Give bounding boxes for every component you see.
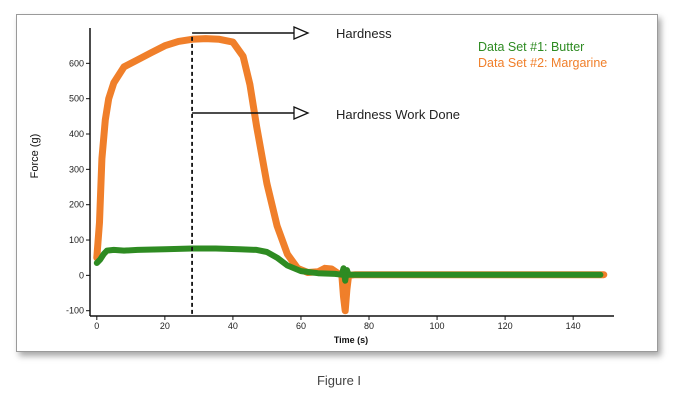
legend-entry-butter: Data Set #1: Butter: [478, 40, 584, 54]
data-point-butter: [366, 272, 372, 278]
data-point-margarine: [111, 80, 117, 86]
data-point-margarine: [230, 39, 236, 45]
data-point-butter: [502, 272, 508, 278]
annotation-arrowhead: [293, 26, 310, 40]
x-tick-label: 60: [296, 321, 306, 331]
data-point-butter: [274, 255, 280, 261]
x-axis-title: Time (s): [334, 335, 368, 345]
data-point-butter: [254, 247, 260, 253]
y-tick-label: 600: [69, 58, 84, 68]
data-point-margarine: [148, 50, 154, 56]
data-point-butter: [332, 271, 338, 277]
data-point-margarine: [264, 180, 270, 186]
data-point-butter: [346, 272, 352, 278]
series-line-margarine: [93, 35, 608, 315]
data-point-margarine: [344, 286, 350, 292]
data-point-margarine: [135, 57, 141, 63]
data-point-margarine: [254, 124, 260, 130]
data-point-margarine: [274, 223, 280, 229]
data-point-butter: [434, 272, 440, 278]
data-point-butter: [237, 246, 243, 252]
y-axis-title: Force (g): [29, 134, 41, 179]
annotation-hardness-work-done: Hardness Work Done: [336, 107, 460, 122]
data-point-butter: [342, 278, 348, 284]
y-tick-label: 100: [69, 235, 84, 245]
annotation-hardness: Hardness: [336, 26, 392, 41]
data-point-margarine: [284, 251, 290, 257]
data-point-butter: [101, 251, 107, 257]
annotation-arrowhead: [293, 106, 310, 120]
data-point-butter: [284, 262, 290, 268]
y-tick-label: 0: [79, 270, 84, 280]
data-point-butter: [298, 268, 304, 274]
data-point-margarine: [102, 117, 108, 123]
data-point-margarine: [340, 294, 346, 300]
data-point-margarine: [322, 265, 328, 271]
x-tick-label: 20: [160, 321, 170, 331]
data-point-margarine: [175, 38, 181, 44]
data-point-butter: [264, 249, 270, 255]
series-layer: [93, 35, 608, 315]
axes: -100 0 100 200 300 400 500 600 0 20 40 60 80 100 120 14…: [66, 28, 614, 331]
data-point-butter: [162, 246, 168, 252]
data-point-butter: [597, 272, 603, 278]
data-point-margarine: [216, 36, 222, 42]
data-point-margarine: [162, 43, 168, 49]
data-point-margarine: [247, 82, 253, 88]
y-tick-label: 300: [69, 164, 84, 174]
figure-caption: Figure I: [316, 373, 362, 388]
data-point-butter: [135, 247, 141, 253]
data-point-butter: [97, 256, 103, 262]
x-tick-label: 80: [364, 321, 374, 331]
y-tick-label: -100: [66, 306, 84, 316]
data-point-margarine: [106, 96, 112, 102]
x-tick-label: 140: [566, 321, 581, 331]
data-point-butter: [315, 270, 321, 276]
data-point-margarine: [329, 266, 335, 272]
y-tick-label: 500: [69, 94, 84, 104]
x-tick-label: 0: [94, 321, 99, 331]
data-point-margarine: [240, 53, 246, 59]
data-point-butter: [111, 247, 117, 253]
data-point-margarine: [97, 219, 103, 225]
x-tick-label: 120: [498, 321, 513, 331]
legend-entry-margarine: Data Set #2: Margarine: [478, 56, 607, 70]
annotation-layer: [191, 26, 310, 316]
data-point-butter: [344, 267, 350, 273]
x-tick-label: 100: [430, 321, 445, 331]
data-point-butter: [213, 246, 219, 252]
data-point-margarine: [203, 36, 209, 42]
data-point-butter: [339, 272, 345, 278]
data-point-butter: [121, 248, 127, 254]
data-point-butter: [94, 260, 100, 266]
y-tick-label: 400: [69, 129, 84, 139]
data-point-margarine: [342, 308, 348, 314]
data-point-margarine: [99, 156, 105, 162]
data-point-butter: [104, 248, 110, 254]
y-tick-label: 200: [69, 200, 84, 210]
x-tick-label: 40: [228, 321, 238, 331]
data-point-margarine: [121, 64, 127, 70]
